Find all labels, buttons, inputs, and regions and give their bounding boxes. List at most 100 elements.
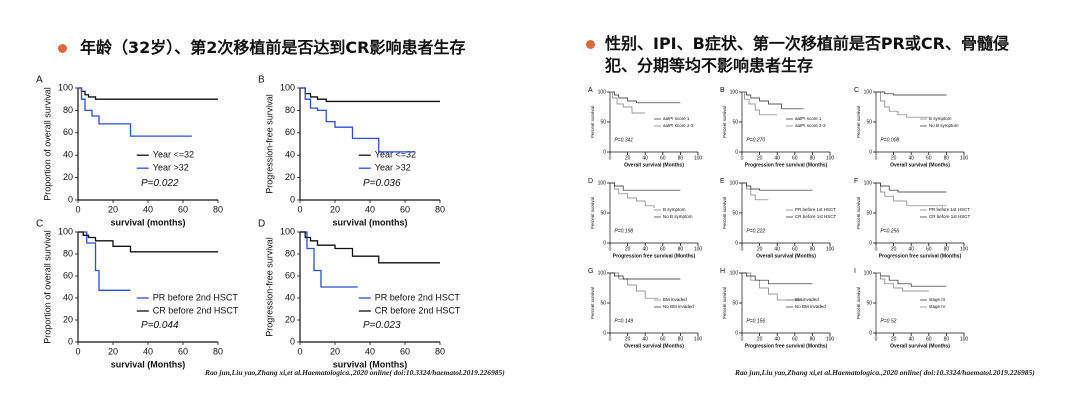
y-tick-label: 100 — [864, 180, 873, 186]
y-tick-label: 0 — [603, 149, 606, 155]
citation: Rao jun,Liu yao,Zhang xi,et al.Haematolo… — [205, 368, 505, 377]
x-tick-label: 20 — [891, 336, 897, 342]
y-tick-label: 0 — [869, 240, 872, 246]
x-tick-label: 80 — [810, 155, 816, 161]
p-value: P=0.52 — [880, 318, 896, 324]
panel-label: H — [720, 268, 725, 275]
x-tick-label: 0 — [741, 155, 744, 161]
y-axis-label: Proportion of overall survival — [42, 230, 52, 344]
y-tick-label: 50 — [600, 300, 606, 306]
y-tick-label: 0 — [869, 330, 872, 336]
survival-curve — [78, 231, 131, 291]
y-tick-label: 40 — [285, 292, 295, 302]
y-tick-label: 100 — [598, 270, 607, 276]
y-tick-label: 20 — [285, 172, 295, 182]
p-value: P=0.044 — [141, 320, 179, 331]
y-tick-label: 100 — [58, 82, 73, 92]
y-axis-label: Percent survival — [856, 197, 861, 229]
x-tick-label: 80 — [435, 346, 445, 356]
panel-label: B — [258, 75, 265, 86]
x-axis-label: survival (months) — [332, 217, 407, 227]
x-tick-label: 40 — [642, 336, 648, 342]
y-tick-label: 50 — [600, 119, 606, 125]
legend-label: Year <=32 — [375, 150, 416, 160]
legend-label: No BM invaded — [663, 304, 694, 309]
p-value: P=0.198 — [614, 228, 633, 234]
y-axis-label: Progression-free survival — [264, 237, 274, 337]
x-tick-label: 60 — [792, 336, 798, 342]
y-tick-label: 20 — [63, 172, 73, 182]
x-axis-label: Overall survival (Months) — [624, 162, 684, 168]
heading: 性别、IPI、B症状、第一次移植前是否PR或CR、骨髓侵犯、分期等均不影响患者生… — [605, 34, 1009, 75]
x-axis-label: Progression free survival (Months) — [879, 253, 962, 259]
x-tick-label: 100 — [960, 155, 969, 161]
y-axis-label: Percent survival — [856, 106, 861, 138]
legend-label: BM invaded — [795, 297, 819, 302]
x-axis-label: Progression free survival (Months) — [745, 162, 828, 168]
x-tick-label: 40 — [143, 204, 153, 214]
y-tick-label: 50 — [866, 119, 872, 125]
x-tick-label: 20 — [108, 204, 118, 214]
y-tick-label: 80 — [285, 105, 295, 115]
x-tick-label: 100 — [694, 336, 703, 342]
x-tick-label: 0 — [741, 336, 744, 342]
x-tick-label: 0 — [741, 246, 744, 252]
legend-label: Year <=32 — [153, 150, 194, 160]
x-tick-label: 60 — [660, 246, 666, 252]
x-tick-label: 20 — [625, 155, 631, 161]
survival-curve — [300, 87, 440, 103]
citation: Rao jun,Liu yao,Zhang xi,et al.Haematolo… — [735, 368, 1035, 377]
x-tick-label: 60 — [400, 346, 410, 356]
y-tick-label: 0 — [290, 194, 295, 204]
panel-label: F — [854, 178, 858, 185]
survival-curve — [78, 231, 218, 253]
y-axis-label: Percent survival — [856, 287, 861, 319]
x-tick-label: 40 — [143, 346, 153, 356]
panel-label: E — [720, 178, 725, 185]
x-tick-label: 80 — [678, 336, 684, 342]
y-tick-label: 100 — [730, 180, 739, 186]
x-tick-label: 80 — [678, 155, 684, 161]
legend-label: Year >32 — [153, 163, 189, 173]
legend-label: stage III — [929, 297, 945, 302]
bullet — [58, 44, 67, 53]
y-tick-label: 40 — [63, 150, 73, 160]
x-axis-label: Overall survival (Months) — [890, 343, 950, 349]
x-axis-label: survival (Months) — [333, 359, 408, 369]
x-tick-label: 0 — [875, 336, 878, 342]
y-tick-label: 0 — [735, 149, 738, 155]
panel-label: A — [36, 75, 43, 86]
legend-label: B symptom — [929, 116, 952, 121]
survival-curve — [610, 272, 681, 280]
y-tick-label: 100 — [730, 89, 739, 95]
y-tick-label: 100 — [598, 180, 607, 186]
x-tick-label: 40 — [365, 204, 375, 214]
x-tick-label: 100 — [960, 336, 969, 342]
x-axis-label: Progression free survival (Months) — [745, 343, 828, 349]
survival-curve — [610, 91, 646, 114]
x-tick-label: 0 — [875, 246, 878, 252]
survival-curve — [78, 87, 192, 137]
x-tick-label: 20 — [891, 246, 897, 252]
panel-label: C — [36, 219, 43, 230]
x-tick-label: 80 — [810, 246, 816, 252]
survival-curve — [610, 272, 659, 299]
y-tick-label: 80 — [63, 248, 73, 258]
y-tick-label: 50 — [732, 300, 738, 306]
legend-label: B symptom — [663, 207, 686, 212]
y-tick-label: 0 — [735, 330, 738, 336]
survival-curve — [876, 182, 947, 193]
y-tick-label: 0 — [68, 336, 73, 346]
p-value: P=0.023 — [363, 320, 401, 331]
y-tick-label: 100 — [730, 270, 739, 276]
x-tick-label: 20 — [108, 346, 118, 356]
y-axis-label: Progression-free survival — [264, 94, 274, 194]
bullet — [586, 40, 595, 49]
x-tick-label: 20 — [757, 336, 763, 342]
legend-label: stage IV — [929, 304, 946, 309]
x-tick-label: 40 — [774, 336, 780, 342]
panel-label: I — [854, 268, 856, 275]
x-tick-label: 40 — [365, 346, 375, 356]
p-value: P=0.270 — [746, 137, 765, 143]
